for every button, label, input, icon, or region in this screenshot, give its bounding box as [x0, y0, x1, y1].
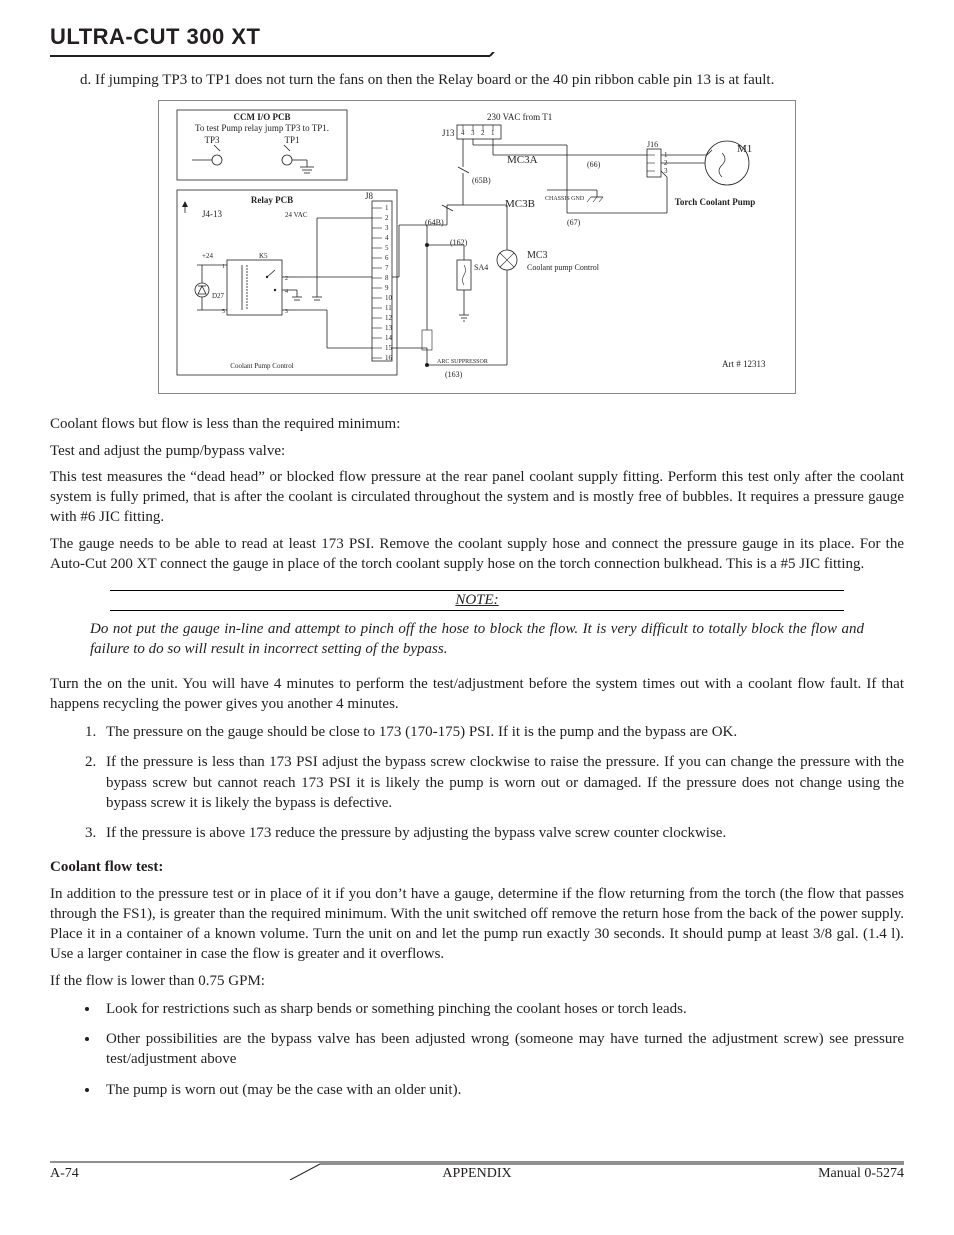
svg-text:(64B): (64B) — [425, 218, 444, 227]
svg-text:4: 4 — [285, 289, 288, 295]
svg-text:MC3: MC3 — [527, 250, 548, 261]
svg-text:3: 3 — [385, 224, 389, 232]
paragraph: In addition to the pressure test or in p… — [50, 884, 904, 965]
svg-text:J16: J16 — [647, 140, 658, 149]
bulleted-list: Look for restrictions such as sharp bend… — [100, 999, 904, 1100]
svg-text:14: 14 — [385, 334, 393, 342]
note-body: Do not put the gauge in-line and attempt… — [90, 619, 864, 660]
svg-text:(65B): (65B) — [472, 176, 491, 185]
svg-text:J8: J8 — [365, 191, 374, 201]
svg-text:10: 10 — [385, 294, 393, 302]
svg-text:CHASSIS GND: CHASSIS GND — [545, 196, 585, 202]
svg-text:9: 9 — [385, 284, 389, 292]
svg-text:To test Pump relay jump TP3 to: To test Pump relay jump TP3 to TP1. — [195, 123, 329, 133]
svg-text:ARC SUPPRESSOR: ARC SUPPRESSOR — [437, 359, 488, 365]
page-footer: A-74 APPENDIX Manual 0-5274 — [50, 1160, 904, 1190]
svg-text:4: 4 — [385, 234, 389, 242]
page-header: ULTRA-CUT 300 XT — [50, 24, 904, 60]
svg-text:3: 3 — [285, 309, 288, 315]
svg-text:7: 7 — [385, 264, 389, 272]
svg-text:M1: M1 — [737, 143, 752, 155]
svg-text:D27: D27 — [212, 292, 225, 300]
svg-text:TP3: TP3 — [204, 135, 220, 145]
list-item: The pump is worn out (may be the case wi… — [100, 1080, 904, 1100]
svg-text:MC3A: MC3A — [507, 154, 538, 166]
svg-text:1: 1 — [222, 264, 225, 270]
svg-text:J13: J13 — [442, 128, 455, 138]
paragraph: If the flow is lower than 0.75 GPM: — [50, 971, 904, 991]
svg-text:1: 1 — [385, 204, 389, 212]
svg-text:15: 15 — [385, 344, 393, 352]
title-rule — [50, 52, 904, 60]
paragraph: Coolant flows but flow is less than the … — [50, 414, 904, 434]
svg-text:3: 3 — [664, 167, 668, 175]
paragraph: The gauge needs to be able to read at le… — [50, 534, 904, 575]
wiring-diagram: CCM I/O PCB To test Pump relay jump TP3 … — [158, 100, 796, 394]
svg-text:5: 5 — [222, 309, 225, 315]
numbered-list: The pressure on the gauge should be clos… — [100, 722, 904, 843]
svg-text:2: 2 — [385, 214, 389, 222]
svg-text:SA4: SA4 — [474, 263, 488, 272]
svg-text:Torch Coolant Pump: Torch Coolant Pump — [675, 197, 756, 207]
paragraph: Turn the on the unit. You will have 4 mi… — [50, 674, 904, 715]
svg-text:(162): (162) — [450, 238, 468, 247]
svg-text:Relay PCB: Relay PCB — [251, 195, 293, 205]
list-item: If the pressure is less than 173 PSI adj… — [100, 752, 904, 813]
svg-text:MC3B: MC3B — [505, 198, 535, 210]
svg-text:Art # 12313: Art # 12313 — [722, 359, 766, 369]
svg-text:8: 8 — [385, 274, 389, 282]
svg-text:5: 5 — [385, 244, 389, 252]
paragraph-d: d. If jumping TP3 to TP1 does not turn t… — [80, 70, 904, 90]
svg-text:12: 12 — [385, 314, 393, 322]
page-title: ULTRA-CUT 300 XT — [50, 24, 904, 50]
list-item: Other possibilities are the bypass valve… — [100, 1029, 904, 1070]
svg-text:CCM I/O PCB: CCM I/O PCB — [234, 112, 291, 122]
paragraph: This test measures the “dead head” or bl… — [50, 467, 904, 528]
svg-text:K5: K5 — [259, 252, 268, 260]
list-item: If the pressure is above 173 reduce the … — [100, 823, 904, 843]
svg-text:2: 2 — [285, 276, 288, 282]
svg-text:TP1: TP1 — [284, 135, 299, 145]
list-item: The pressure on the gauge should be clos… — [100, 722, 904, 742]
svg-text:J4-13: J4-13 — [202, 209, 222, 219]
svg-text:Coolant pump Control: Coolant pump Control — [527, 263, 600, 272]
paragraph: Test and adjust the pump/bypass valve: — [50, 441, 904, 461]
svg-text:(163): (163) — [445, 370, 463, 379]
svg-text:+24: +24 — [202, 252, 213, 260]
footer-section: APPENDIX — [250, 1166, 704, 1182]
note-heading: NOTE: — [110, 590, 844, 611]
svg-text:24 VAC: 24 VAC — [285, 211, 308, 219]
list-item: Look for restrictions such as sharp bend… — [100, 999, 904, 1019]
svg-text:(67): (67) — [567, 218, 581, 227]
svg-text:230 VAC from T1: 230 VAC from T1 — [487, 112, 552, 122]
svg-text:11: 11 — [385, 304, 392, 312]
svg-text:Coolant Pump Control: Coolant Pump Control — [230, 362, 293, 370]
svg-text:6: 6 — [385, 254, 389, 262]
footer-manual: Manual 0-5274 — [704, 1166, 904, 1182]
footer-page-number: A-74 — [50, 1166, 250, 1182]
svg-text:13: 13 — [385, 324, 393, 332]
svg-text:(66): (66) — [587, 160, 601, 169]
svg-text:16: 16 — [385, 354, 393, 362]
subheading-coolant-flow: Coolant flow test: — [50, 857, 904, 877]
